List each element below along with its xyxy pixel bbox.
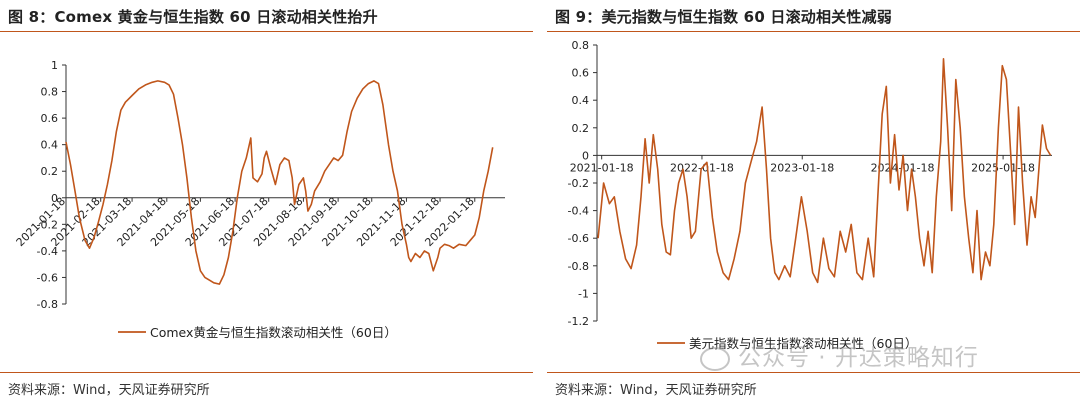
y-tick-label: 0.4 xyxy=(572,94,590,107)
figure-title: 图 8：Comex 黄金与恒生指数 60 日滚动相关性抬升 xyxy=(8,8,378,26)
x-tick-label: 2025-01-18 xyxy=(971,161,1035,174)
chart-panel-left: 图 8：Comex 黄金与恒生指数 60 日滚动相关性抬升 -0.8 -0.6 -0… xyxy=(0,0,533,401)
series-line xyxy=(65,80,494,285)
y-tick-label: -1.2 xyxy=(568,315,589,328)
watermark: 公众号 · 开达策略知行 xyxy=(700,338,979,372)
figure-title: 图 9：美元指数与恒生指数 60 日滚动相关性减弱 xyxy=(555,8,892,26)
legend-label: Comex黄金与恒生指数滚动相关性（60日） xyxy=(150,325,397,340)
y-tick-label: 0.2 xyxy=(41,165,59,178)
y-tick-label: -0.6 xyxy=(568,232,589,245)
title-rule xyxy=(0,31,533,32)
y-tick-label: 0.4 xyxy=(41,139,59,152)
y-tick-label: -0.2 xyxy=(568,177,589,190)
y-tick-label: 0 xyxy=(582,149,589,162)
y-tick-label: 0 xyxy=(51,192,58,205)
watermark-text: 公众号 · 开达策略知行 xyxy=(738,345,979,371)
legend-label: 美元指数与恒生指数滚动相关性（60日） xyxy=(689,336,917,351)
footer-rule xyxy=(547,372,1080,373)
chart-left: -0.8-0.6-0.4-0.200.20.40.60.812021-01-18… xyxy=(14,59,505,340)
y-tick-label: -0.4 xyxy=(37,245,58,258)
y-tick-label: -0.2 xyxy=(37,218,58,231)
y-tick-label: -0.8 xyxy=(37,298,58,311)
title-rule xyxy=(547,31,1080,32)
y-tick-label: -0.4 xyxy=(568,205,589,218)
y-tick-label: -1 xyxy=(578,287,589,300)
x-tick-label: 2024-01-18 xyxy=(871,161,935,174)
x-tick-label: 2021-01-18 xyxy=(570,161,634,174)
wechat-icon xyxy=(700,346,730,371)
y-tick-label: 0.6 xyxy=(41,112,59,125)
source-note: 资料来源：Wind，天风证券研究所 xyxy=(8,383,210,398)
y-tick-label: 0.2 xyxy=(572,122,590,135)
y-tick-label: 0.8 xyxy=(41,86,59,99)
source-note: 资料来源：Wind，天风证券研究所 xyxy=(555,383,757,398)
y-tick-label: 0.8 xyxy=(572,39,590,52)
x-tick-label: 2023-01-18 xyxy=(770,161,834,174)
footer-rule xyxy=(0,372,533,373)
series-line xyxy=(597,58,1052,284)
chart-panel-right: 图 9：美元指数与恒生指数 60 日滚动相关性减弱 -1.2 -1 -0.8 -0.6… xyxy=(547,0,1080,401)
y-tick-label: -0.8 xyxy=(568,260,589,273)
y-tick-label: 1 xyxy=(51,59,58,72)
chart-right: -1.2 -1 -0.8 -0.6 -0.4 -0.2 0 0.2 0.4 0.6 0.8 2021-… xyxy=(568,39,1052,351)
y-tick-label: 0.6 xyxy=(572,67,590,80)
y-tick-label: -0.6 xyxy=(37,271,58,284)
